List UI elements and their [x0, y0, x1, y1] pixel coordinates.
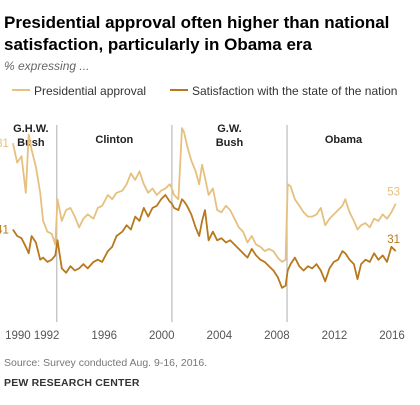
x-tick-label: 2016	[379, 330, 405, 342]
x-tick-label: 1996	[91, 330, 117, 342]
x-tick-label: 2012	[322, 330, 348, 342]
chart-title: Presidential approval often higher than …	[4, 13, 390, 54]
org-name: PEW RESEARCH CENTER	[4, 377, 140, 389]
x-tick-label: 2008	[264, 330, 290, 342]
x-tick-label: 1990	[5, 330, 31, 342]
legend-label-approval: Presidential approval	[34, 84, 147, 98]
legend-swatch-approval	[12, 88, 30, 91]
era-label: Bush	[216, 137, 244, 149]
series-line-approval	[12, 127, 397, 263]
source-note: Source: Survey conducted Aug. 9-16, 2016…	[4, 357, 208, 369]
start-label-approval: 81	[0, 138, 9, 150]
legend-item-satisfaction: Satisfaction with the state of the natio…	[170, 84, 397, 98]
end-label-approval: 53	[387, 187, 400, 199]
legend-item-approval: Presidential approval	[12, 84, 146, 98]
start-label-satisfaction: 41	[0, 225, 9, 237]
x-tick-label: 2000	[149, 330, 175, 342]
legend-swatch-satisfaction	[170, 88, 188, 91]
x-tick-label: 2004	[207, 330, 233, 342]
era-label: Obama	[325, 134, 363, 146]
era-label: Clinton	[95, 134, 133, 146]
series-line-satisfaction	[12, 194, 397, 289]
legend-label-satisfaction: Satisfaction with the state of the natio…	[192, 84, 398, 98]
chart-subtitle: % expressing ...	[4, 59, 90, 73]
end-label-satisfaction: 31	[387, 234, 400, 246]
era-label: G.H.W.	[13, 123, 48, 135]
era-label: G.W.	[217, 123, 241, 135]
x-tick-label: 1992	[34, 330, 60, 342]
